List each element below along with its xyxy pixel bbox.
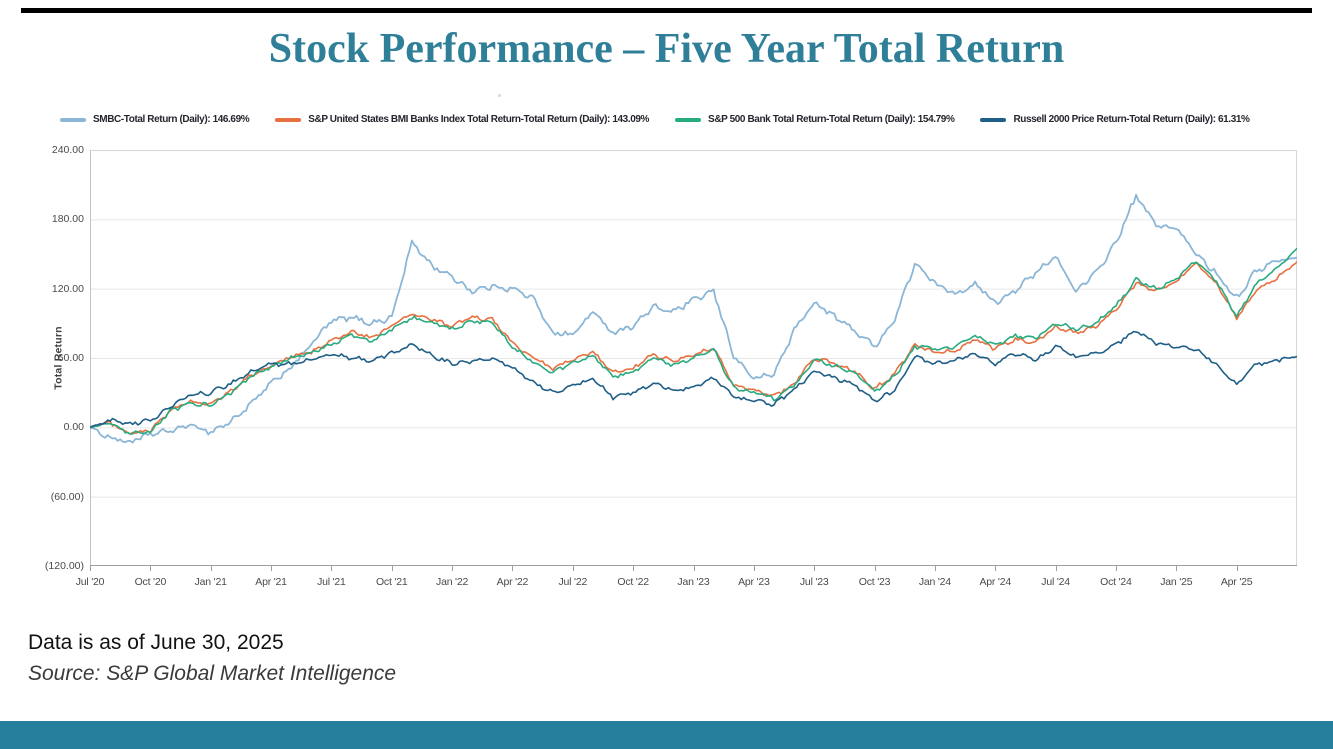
- legend-item: S&P 500 Bank Total Return-Total Return (…: [675, 113, 955, 127]
- top-rule-divider: [21, 8, 1312, 13]
- x-tick-label: Jan '23: [677, 576, 710, 588]
- series-line-1: [90, 193, 1297, 444]
- x-tick-label: Oct '21: [375, 576, 408, 588]
- legend-item: Russell 2000 Price Return-Total Return (…: [980, 113, 1250, 127]
- x-tick-label: Apr '24: [979, 576, 1012, 588]
- legend-label: SMBC-Total Return (Daily): 146.69%: [93, 114, 250, 125]
- x-tick-label: Apr '22: [496, 576, 529, 588]
- legend-swatch: [275, 118, 302, 122]
- x-tick-label: Jan '24: [918, 576, 951, 588]
- bottom-accent-bar: [0, 721, 1333, 749]
- footnote-date: Data is as of June 30, 2025: [28, 631, 284, 654]
- series-line-2: [90, 261, 1297, 435]
- x-tick-label: Jan '21: [194, 576, 227, 588]
- legend-label: S&P United States BMI Banks Index Total …: [308, 114, 650, 125]
- x-tick-label: Jul '22: [558, 576, 588, 588]
- x-tick-label: Apr '21: [255, 576, 287, 588]
- x-tick-label: Apr '25: [1220, 576, 1253, 588]
- x-tick-label: Jul '21: [317, 576, 346, 588]
- series-line-4: [90, 330, 1297, 429]
- footnote-source: Source: S&P Global Market Intelligence: [28, 662, 397, 685]
- series-line-3: [90, 247, 1297, 435]
- x-tick-label: Jul '23: [799, 576, 829, 588]
- x-tick-label: Oct '20: [134, 576, 167, 588]
- y-tick-label: 180.00: [51, 213, 84, 226]
- line-chart-plot-area: [90, 150, 1297, 571]
- x-tick-label: Jul '24: [1041, 576, 1070, 588]
- stray-dot: [498, 94, 501, 97]
- y-tick-label: 60.00: [57, 352, 84, 364]
- legend-label: S&P 500 Bank Total Return-Total Return (…: [708, 114, 955, 125]
- legend-swatch: [675, 118, 702, 122]
- legend-item: S&P United States BMI Banks Index Total …: [275, 113, 649, 127]
- legend-item: SMBC-Total Return (Daily): 146.69%: [60, 113, 250, 127]
- y-tick-label: 120.00: [51, 282, 84, 295]
- x-tick-label: Apr '23: [738, 576, 770, 588]
- x-tick-label: Jul '20: [75, 576, 105, 588]
- legend-label: Russell 2000 Price Return-Total Return (…: [1013, 114, 1250, 125]
- x-tick-label: Oct '24: [1100, 576, 1132, 588]
- x-tick-label: Jan '22: [436, 576, 469, 588]
- x-tick-label: Oct '22: [617, 576, 649, 588]
- x-tick-label: Jan '25: [1160, 576, 1193, 588]
- legend-swatch: [60, 118, 86, 122]
- y-tick-label: (60.00): [50, 490, 84, 503]
- y-tick-label: 0.00: [63, 421, 84, 434]
- x-tick-label: Oct '23: [858, 576, 891, 588]
- page-title: Stock Performance – Five Year Total Retu…: [268, 26, 1065, 72]
- chart-legend: SMBC-Total Return (Daily): 146.69% S&P Un…: [60, 112, 1313, 128]
- y-tick-label: 240.00: [51, 144, 84, 156]
- legend-swatch: [980, 118, 1007, 122]
- y-tick-label: (120.00): [44, 560, 84, 572]
